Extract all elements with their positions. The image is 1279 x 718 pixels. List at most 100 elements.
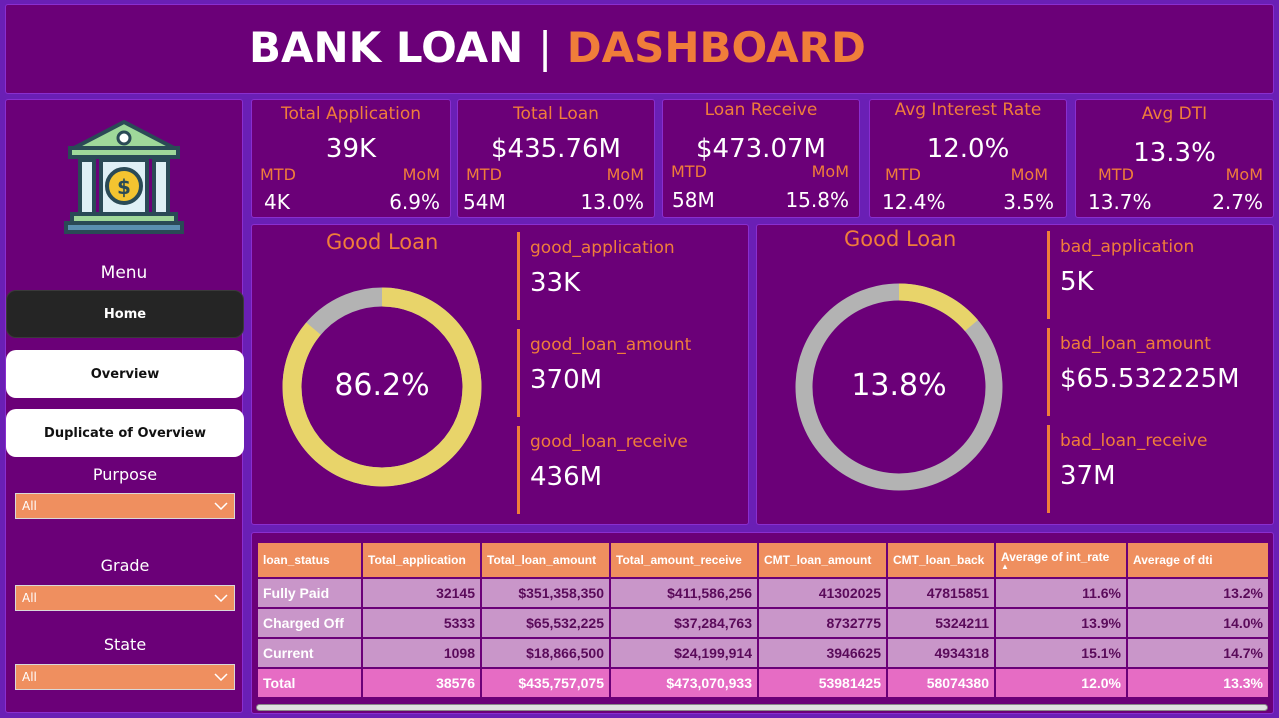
table-cell: $473,070,933 [611, 669, 757, 697]
kpi-avg-dti: Avg DTI 13.3% MTD MoM 13.7% 2.7% [1075, 99, 1274, 218]
title-separator: | [537, 23, 553, 72]
table-cell: 12.0% [996, 669, 1126, 697]
table-cell: Fully Paid [258, 579, 361, 607]
table-cell: 38576 [363, 669, 480, 697]
column-header[interactable]: Average of dti [1128, 543, 1268, 577]
good-loan-receive-metric: good_loan_receive 436M [517, 426, 688, 514]
kpi-mom-label: MoM [811, 162, 849, 181]
table-cell: 11.6% [996, 579, 1126, 607]
kpi-avg-interest-rate: Avg Interest Rate 12.0% MTD MoM 12.4% 3.… [869, 99, 1067, 218]
kpi-mom-label: MoM [1225, 165, 1263, 184]
kpi-mom-value: 13.0% [580, 190, 644, 214]
metric-value: $65.532225M [1060, 364, 1240, 394]
chevron-down-icon [208, 494, 234, 518]
chevron-down-icon [208, 665, 234, 689]
table-cell: 5324211 [888, 609, 994, 637]
kpi-title: Avg Interest Rate [894, 100, 1042, 120]
kpi-mom-value: 2.7% [1212, 190, 1263, 214]
column-header[interactable]: CMT_loan_back [888, 543, 994, 577]
bad-loan-percentage: 13.8% [851, 368, 947, 403]
column-header[interactable]: Total_loan_amount [482, 543, 609, 577]
grade-filter-value: All [22, 591, 37, 605]
bad-loan-amount-metric: bad_loan_amount $65.532225M [1047, 328, 1240, 416]
table-cell: 13.3% [1128, 669, 1268, 697]
table-cell: 14.0% [1128, 609, 1268, 637]
loan-status-table: loan_status Total_application Total_loan… [256, 541, 1270, 699]
column-header[interactable]: Total_amount_receive [611, 543, 757, 577]
table-cell: 15.1% [996, 639, 1126, 667]
horizontal-scrollbar[interactable] [256, 704, 1268, 711]
table-cell: 14.7% [1128, 639, 1268, 667]
bad-application-metric: bad_application 5K [1047, 231, 1194, 319]
kpi-loan-receive: Loan Receive $473.07M MTD MoM 58M 15.8% [662, 99, 860, 218]
kpi-mtd-value: 4K [264, 190, 290, 214]
metric-label: good_application [530, 238, 675, 258]
metric-value: 370M [530, 365, 603, 395]
purpose-filter-select[interactable]: All [15, 493, 235, 519]
state-filter-value: All [22, 670, 37, 684]
table-cell: 41302025 [759, 579, 886, 607]
title-accent: DASHBOARD [566, 23, 866, 72]
bad-loan-receive-metric: bad_loan_receive 37M [1047, 425, 1207, 513]
table-cell: 53981425 [759, 669, 886, 697]
grade-filter-label: Grade [100, 556, 150, 575]
column-header[interactable]: Total_application [363, 543, 480, 577]
column-header-sorted[interactable]: Average of int_rate ▲ [996, 543, 1126, 577]
state-filter-select[interactable]: All [15, 664, 235, 690]
table-header-row: loan_status Total_application Total_loan… [258, 543, 1268, 577]
kpi-value: $473.07M [696, 134, 826, 164]
kpi-value: 13.3% [1133, 138, 1216, 168]
table-row[interactable]: Charged Off 5333 $65,532,225 $37,284,763 873… [258, 609, 1268, 637]
kpi-total-loan: Total Loan $435.76M MTD MoM 54M 13.0% [457, 99, 655, 218]
table-cell: 13.2% [1128, 579, 1268, 607]
table-cell: 47815851 [888, 579, 994, 607]
page-title: BANK LOAN | DASHBOARD [249, 23, 866, 72]
table-row[interactable]: Fully Paid 32145 $351,358,350 $411,586,256 4… [258, 579, 1268, 607]
grade-filter-select[interactable]: All [15, 585, 235, 611]
metric-label: bad_application [1060, 237, 1195, 257]
metric-value: 5K [1060, 267, 1094, 297]
table-total-row[interactable]: Total 38576 $435,757,075 $473,070,933 539814… [258, 669, 1268, 697]
table-cell: $351,358,350 [482, 579, 609, 607]
kpi-mom-label: MoM [402, 165, 440, 184]
kpi-mom-value: 15.8% [785, 188, 849, 212]
kpi-mtd-value: 13.7% [1088, 190, 1152, 214]
duplicate-overview-button[interactable]: Duplicate of Overview [6, 409, 244, 457]
home-button[interactable]: Home [6, 290, 244, 338]
kpi-title: Total Application [280, 104, 422, 124]
state-filter-label: State [103, 635, 147, 654]
bank-icon: $ [64, 116, 184, 236]
table-cell: Total [258, 669, 361, 697]
kpi-title: Total Loan [513, 104, 599, 124]
title-main: BANK LOAN [249, 23, 524, 72]
column-header[interactable]: CMT_loan_amount [759, 543, 886, 577]
kpi-mtd-value: 12.4% [882, 190, 946, 214]
table-cell: $18,866,500 [482, 639, 609, 667]
kpi-value: 12.0% [926, 134, 1010, 164]
kpi-mtd-label: MTD [466, 165, 502, 184]
purpose-filter-value: All [22, 499, 37, 513]
loan-status-table-panel: loan_status Total_application Total_loan… [251, 532, 1274, 714]
table-cell: 5333 [363, 609, 480, 637]
metric-value: 436M [530, 462, 603, 492]
table-cell: $37,284,763 [611, 609, 757, 637]
kpi-mom-value: 3.5% [1003, 190, 1054, 214]
kpi-value: 39K [325, 134, 377, 164]
bad-loan-title: Good Loan [844, 227, 957, 251]
chevron-down-icon [208, 586, 234, 610]
table-cell: $65,532,225 [482, 609, 609, 637]
good-application-metric: good_application 33K [517, 232, 675, 320]
table-row[interactable]: Current 1098 $18,866,500 $24,199,914 3946625… [258, 639, 1268, 667]
metric-label: good_loan_amount [530, 335, 692, 355]
kpi-mtd-value: 58M [672, 188, 715, 212]
table-cell: Current [258, 639, 361, 667]
bad-loan-panel: Good Loan 13.8% bad_application 5K bad_l… [756, 224, 1274, 525]
metric-value: 33K [530, 268, 581, 298]
kpi-mom-label: MoM [606, 165, 644, 184]
kpi-total-application: Total Application 39K MTD MoM 4K 6.9% [251, 99, 451, 218]
column-header-label: Average of int_rate [1001, 550, 1110, 564]
metric-label: good_loan_receive [530, 432, 688, 452]
overview-button[interactable]: Overview [6, 350, 244, 398]
table-cell: 32145 [363, 579, 480, 607]
column-header[interactable]: loan_status [258, 543, 361, 577]
